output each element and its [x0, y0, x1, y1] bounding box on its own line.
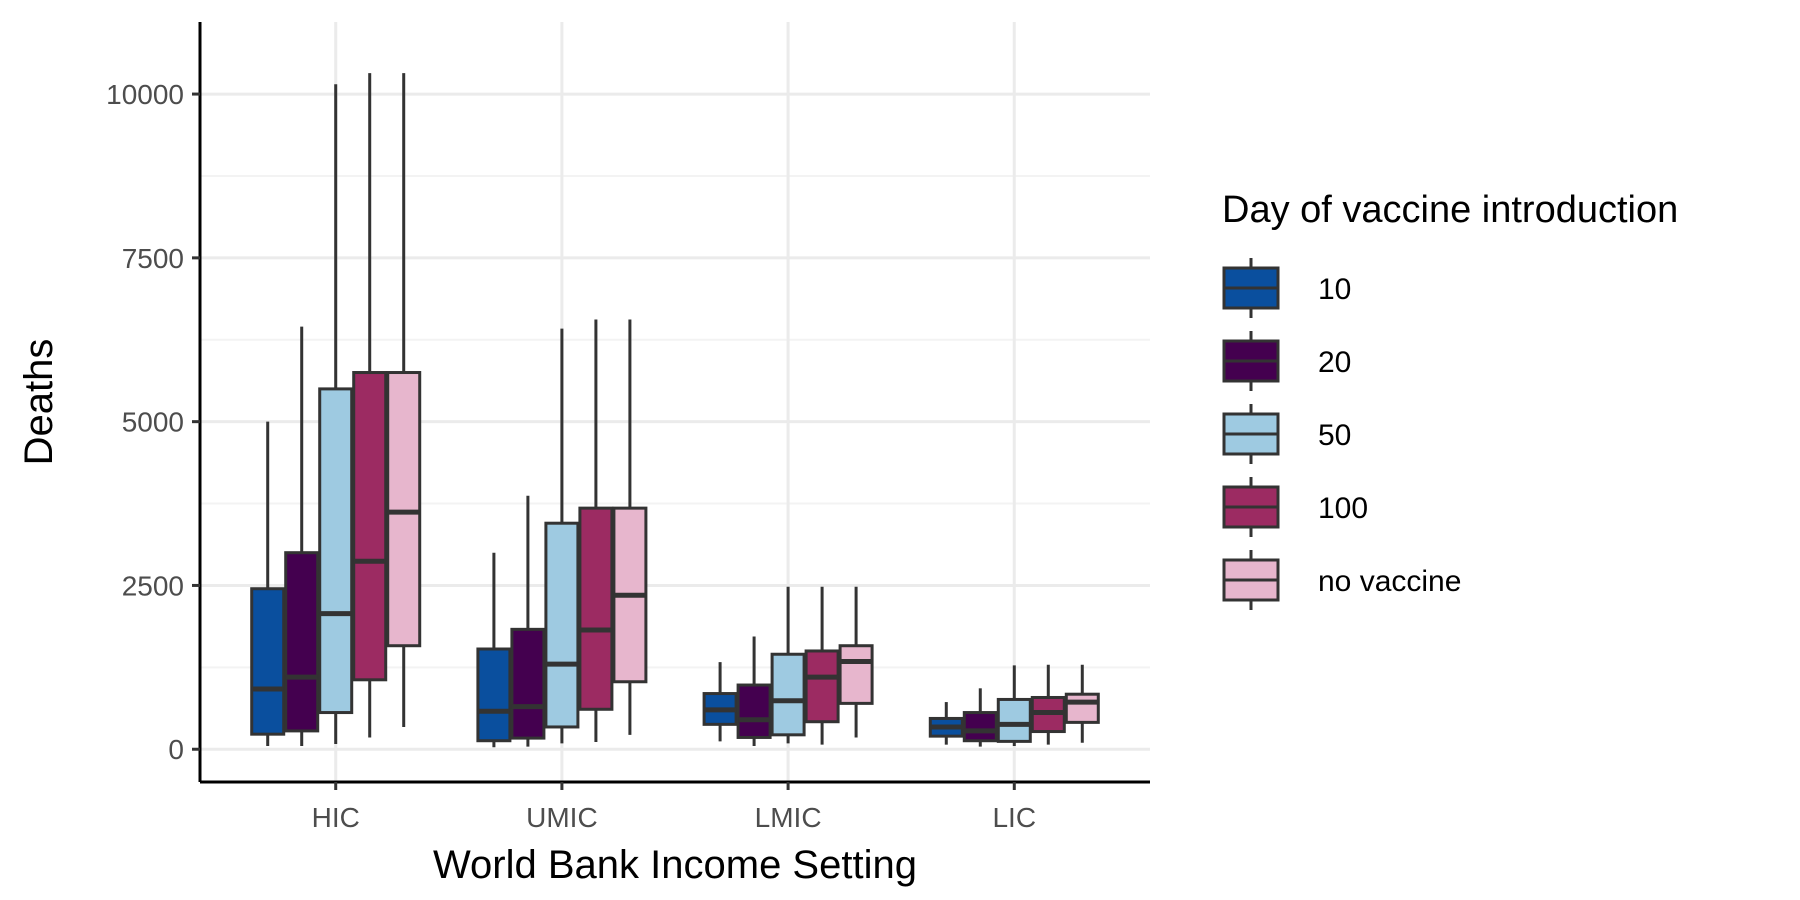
box-body — [250, 587, 286, 736]
box-lic-no-vaccine — [1064, 664, 1100, 743]
legend-label: no vaccine — [1318, 565, 1461, 598]
box-lmic-20 — [736, 636, 772, 746]
series-100 — [352, 73, 1066, 745]
box-umic-50 — [544, 328, 580, 744]
legend-item-10: 10 — [1222, 258, 1351, 318]
box-lic-10 — [928, 702, 964, 745]
legend: Day of vaccine introduction 10 20 50 100 no … — [1222, 189, 1678, 610]
box-body — [770, 652, 806, 737]
box-hic-20 — [284, 326, 320, 746]
legend-label: 20 — [1318, 346, 1351, 379]
box-umic-20 — [510, 495, 546, 747]
y-axis-title: Deaths — [17, 339, 61, 466]
box-lic-50 — [996, 665, 1032, 746]
series-10 — [250, 421, 964, 748]
box-lmic-50 — [770, 586, 806, 744]
x-tick-label: UMIC — [526, 802, 598, 833]
legend-items: 10 20 50 100 no vaccine — [1222, 258, 1461, 610]
y-tick-label: 5000 — [122, 407, 184, 438]
box-body — [386, 371, 422, 648]
box-hic-no-vaccine — [386, 73, 422, 727]
legend-item-no-vaccine: no vaccine — [1222, 550, 1461, 610]
box-umic-100 — [578, 319, 614, 743]
box-lmic-no-vaccine — [838, 586, 874, 738]
y-tick-label: 7500 — [122, 243, 184, 274]
box-body — [1064, 692, 1100, 724]
x-tick-labels: HIC UMIC LMIC LIC — [312, 782, 1036, 833]
box-umic-no-vaccine — [612, 319, 648, 735]
y-tick-label: 10000 — [106, 79, 184, 110]
box-body — [578, 506, 614, 711]
box-umic-10 — [476, 552, 512, 748]
series-no-vaccine — [386, 73, 1100, 743]
series-20 — [284, 326, 998, 747]
legend-label: 100 — [1318, 492, 1368, 525]
box-body — [476, 647, 512, 743]
box-body — [544, 521, 580, 729]
box-lic-20 — [962, 688, 998, 747]
box-body — [510, 627, 546, 740]
box-hic-50 — [318, 84, 354, 744]
boxplot-series — [250, 73, 1100, 748]
box-body — [838, 644, 874, 705]
y-tick-labels: 0 2500 5000 7500 10000 — [106, 79, 200, 765]
y-tick-label: 2500 — [122, 570, 184, 601]
x-tick-label: LMIC — [755, 802, 822, 833]
x-tick-label: HIC — [312, 802, 360, 833]
box-body — [962, 711, 998, 743]
box-lic-100 — [1030, 664, 1066, 745]
box-body — [736, 683, 772, 739]
box-hic-100 — [352, 73, 388, 738]
series-50 — [318, 84, 1032, 746]
legend-label: 50 — [1318, 419, 1351, 452]
legend-item-50: 50 — [1222, 404, 1351, 464]
box-body — [804, 649, 840, 724]
x-tick-label: LIC — [992, 802, 1036, 833]
y-tick-label: 0 — [168, 734, 184, 765]
box-body — [284, 551, 320, 733]
x-axis-title: World Bank Income Setting — [433, 843, 917, 887]
box-lmic-10 — [702, 662, 738, 742]
legend-label: 10 — [1318, 273, 1351, 306]
legend-item-100: 100 — [1222, 477, 1368, 537]
legend-title: Day of vaccine introduction — [1222, 189, 1678, 231]
legend-item-20: 20 — [1222, 331, 1351, 391]
axes — [198, 22, 1150, 784]
box-body — [318, 387, 354, 715]
box-body — [996, 697, 1032, 743]
box-body — [352, 371, 388, 682]
box-lmic-100 — [804, 586, 840, 745]
box-hic-10 — [250, 421, 286, 746]
